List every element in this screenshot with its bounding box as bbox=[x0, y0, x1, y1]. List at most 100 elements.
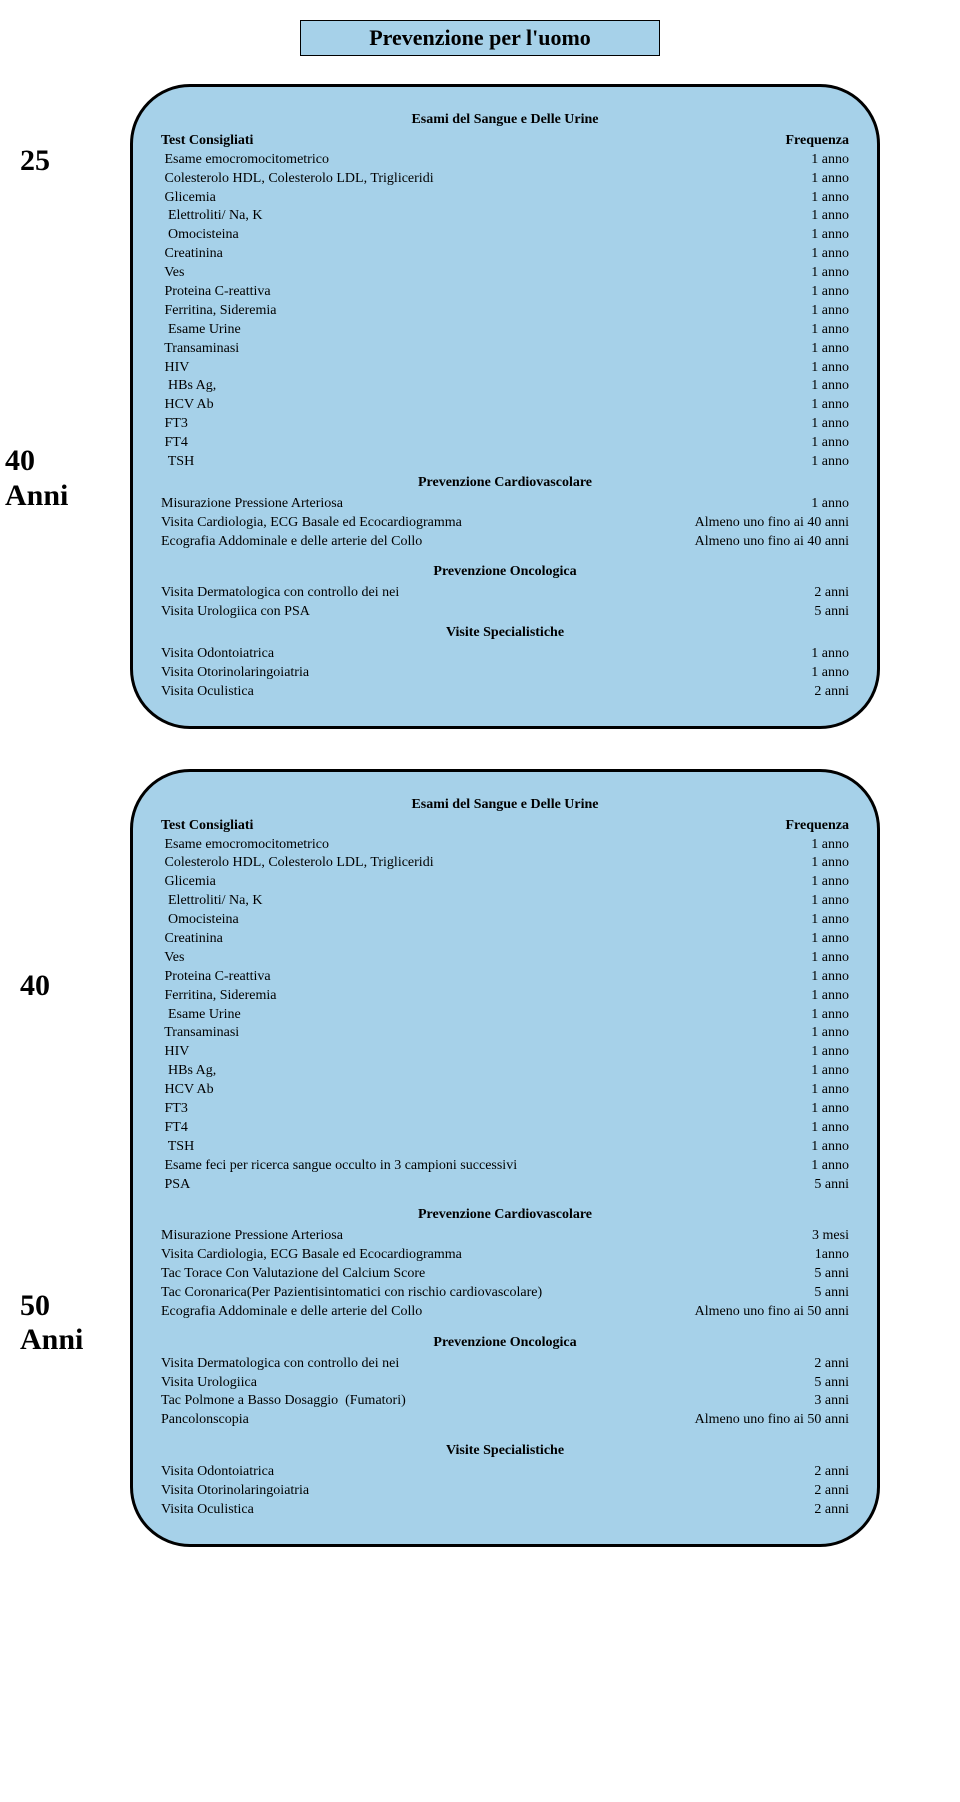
row-label: Visita Odontoiatrica bbox=[161, 645, 797, 664]
row-freq: 1 anno bbox=[797, 283, 849, 302]
row-label: Esame emocromocitometrico bbox=[161, 836, 797, 855]
row-freq: 1 anno bbox=[797, 1157, 849, 1176]
row-freq: 1 anno bbox=[797, 873, 849, 892]
section-cardio-1: Prevenzione Cardiovascolare bbox=[161, 474, 849, 493]
row-label: FT4 bbox=[161, 434, 797, 453]
row-freq: Almeno uno fino ai 40 anni bbox=[681, 514, 849, 533]
row-label: FT4 bbox=[161, 1119, 797, 1138]
row-label: Ecografia Addominale e delle arterie del… bbox=[161, 533, 681, 552]
row-freq: 2 anni bbox=[800, 1501, 849, 1520]
table-row: Ferritina, Sideremia1 anno bbox=[161, 987, 849, 1006]
row-label: Visita Odontoiatrica bbox=[161, 1463, 800, 1482]
table-row: HCV Ab1 anno bbox=[161, 1081, 849, 1100]
row-label: Ves bbox=[161, 264, 797, 283]
row-label: Pancolonscopia bbox=[161, 1411, 681, 1430]
table-row: Esame emocromocitometrico1 anno bbox=[161, 151, 849, 170]
section-visite-1: Visite Specialistiche bbox=[161, 624, 849, 643]
row-label: Visita Oculistica bbox=[161, 683, 800, 702]
row-freq: 2 anni bbox=[800, 1482, 849, 1501]
row-label: FT3 bbox=[161, 1100, 797, 1119]
row-freq: 1 anno bbox=[797, 1081, 849, 1100]
row-freq: 1 anno bbox=[797, 1006, 849, 1025]
table-row: HBs Ag,1 anno bbox=[161, 377, 849, 396]
row-freq: 2 anni bbox=[800, 1463, 849, 1482]
card-25-40: Esami del Sangue e Delle Urine Test Cons… bbox=[130, 84, 880, 729]
row-label: Visita Otorinolaringoiatria bbox=[161, 664, 797, 683]
row-freq: 5 anni bbox=[800, 1176, 849, 1195]
row-label: Proteina C-reattiva bbox=[161, 283, 797, 302]
esami-list-1: Esame emocromocitometrico1 anno Colester… bbox=[161, 151, 849, 472]
row-label: Tac Coronarica(Per Pazientisintomatici c… bbox=[161, 1284, 800, 1303]
row-freq: 5 anni bbox=[800, 603, 849, 622]
row-freq: 1 anno bbox=[797, 1024, 849, 1043]
esami-list-2: Esame emocromocitometrico1 anno Colester… bbox=[161, 836, 849, 1195]
table-row: Omocisteina1 anno bbox=[161, 911, 849, 930]
table-row: Visita Urologiica5 anni bbox=[161, 1374, 849, 1393]
table-row: HCV Ab1 anno bbox=[161, 396, 849, 415]
table-row: Visita Cardiologia, ECG Basale ed Ecocar… bbox=[161, 1246, 849, 1265]
row-freq: 1 anno bbox=[797, 911, 849, 930]
row-freq: 1 anno bbox=[797, 836, 849, 855]
row-label: HCV Ab bbox=[161, 1081, 797, 1100]
table-row: Transaminasi1 anno bbox=[161, 1024, 849, 1043]
row-label: Visita Urologiica bbox=[161, 1374, 800, 1393]
row-label: Ferritina, Sideremia bbox=[161, 987, 797, 1006]
row-freq: 1 anno bbox=[797, 987, 849, 1006]
row-label: Transaminasi bbox=[161, 1024, 797, 1043]
row-label: Ferritina, Sideremia bbox=[161, 302, 797, 321]
row-freq: 1 anno bbox=[797, 340, 849, 359]
row-label: Colesterolo HDL, Colesterolo LDL, Trigli… bbox=[161, 854, 797, 873]
table-row: Omocisteina1 anno bbox=[161, 226, 849, 245]
section-visite-2: Visite Specialistiche bbox=[161, 1442, 849, 1461]
row-label: TSH bbox=[161, 1138, 797, 1157]
table-row: Tac Coronarica(Per Pazientisintomatici c… bbox=[161, 1284, 849, 1303]
row-label: Esame emocromocitometrico bbox=[161, 151, 797, 170]
row-label: Misurazione Pressione Arteriosa bbox=[161, 1227, 798, 1246]
row-freq: 1 anno bbox=[797, 359, 849, 378]
row-label: Transaminasi bbox=[161, 340, 797, 359]
table-row: Ferritina, Sideremia1 anno bbox=[161, 302, 849, 321]
row-label: Misurazione Pressione Arteriosa bbox=[161, 495, 797, 514]
row-freq: 1 anno bbox=[797, 264, 849, 283]
row-label: FT3 bbox=[161, 415, 797, 434]
table-row: Visita Cardiologia, ECG Basale ed Ecocar… bbox=[161, 514, 849, 533]
card-40-50: Esami del Sangue e Delle Urine Test Cons… bbox=[130, 769, 880, 1547]
table-row: Elettroliti/ Na, K1 anno bbox=[161, 892, 849, 911]
cardio-list-2: Misurazione Pressione Arteriosa3 mesiVis… bbox=[161, 1227, 849, 1321]
age-label-anni-text-2: Anni bbox=[20, 1323, 83, 1358]
row-freq: 1 anno bbox=[797, 453, 849, 472]
table-row: PancolonscopiaAlmeno uno fino ai 50 anni bbox=[161, 1411, 849, 1430]
row-label: Glicemia bbox=[161, 189, 797, 208]
row-freq: 1 anno bbox=[797, 189, 849, 208]
onco-list-1: Visita Dermatologica con controllo dei n… bbox=[161, 584, 849, 622]
table-row: Misurazione Pressione Arteriosa3 mesi bbox=[161, 1227, 849, 1246]
row-freq: 1 anno bbox=[797, 226, 849, 245]
section-onco-2: Prevenzione Oncologica bbox=[161, 1334, 849, 1353]
table-row: HBs Ag,1 anno bbox=[161, 1062, 849, 1081]
onco-list-2: Visita Dermatologica con controllo dei n… bbox=[161, 1355, 849, 1431]
row-label: Tac Polmone a Basso Dosaggio (Fumatori) bbox=[161, 1392, 800, 1411]
table-row: Visita Dermatologica con controllo dei n… bbox=[161, 1355, 849, 1374]
age-label-anni-text-1: Anni bbox=[5, 479, 68, 514]
table-row: Proteina C-reattiva1 anno bbox=[161, 968, 849, 987]
table-row: Ves1 anno bbox=[161, 264, 849, 283]
row-label: Esame Urine bbox=[161, 321, 797, 340]
row-freq: 1 anno bbox=[797, 1138, 849, 1157]
table-row: FT31 anno bbox=[161, 1100, 849, 1119]
table-row: Tac Torace Con Valutazione del Calcium S… bbox=[161, 1265, 849, 1284]
table-row: Colesterolo HDL, Colesterolo LDL, Trigli… bbox=[161, 854, 849, 873]
table-row: Esame feci per ricerca sangue occulto in… bbox=[161, 1157, 849, 1176]
age-label-40b: 40 bbox=[20, 969, 50, 1004]
row-freq: 2 anni bbox=[800, 683, 849, 702]
row-freq: 1 anno bbox=[797, 170, 849, 189]
row-freq: 1 anno bbox=[797, 302, 849, 321]
row-freq: 1 anno bbox=[797, 415, 849, 434]
table-row: Creatinina1 anno bbox=[161, 245, 849, 264]
section-onco-1: Prevenzione Oncologica bbox=[161, 563, 849, 582]
visite-list-1: Visita Odontoiatrica1 annoVisita Otorino… bbox=[161, 645, 849, 702]
age-label-25: 25 bbox=[20, 144, 50, 179]
row-freq: 1 anno bbox=[797, 1062, 849, 1081]
section-cardio-2: Prevenzione Cardiovascolare bbox=[161, 1206, 849, 1225]
row-label: Omocisteina bbox=[161, 911, 797, 930]
table-row: Tac Polmone a Basso Dosaggio (Fumatori)3… bbox=[161, 1392, 849, 1411]
